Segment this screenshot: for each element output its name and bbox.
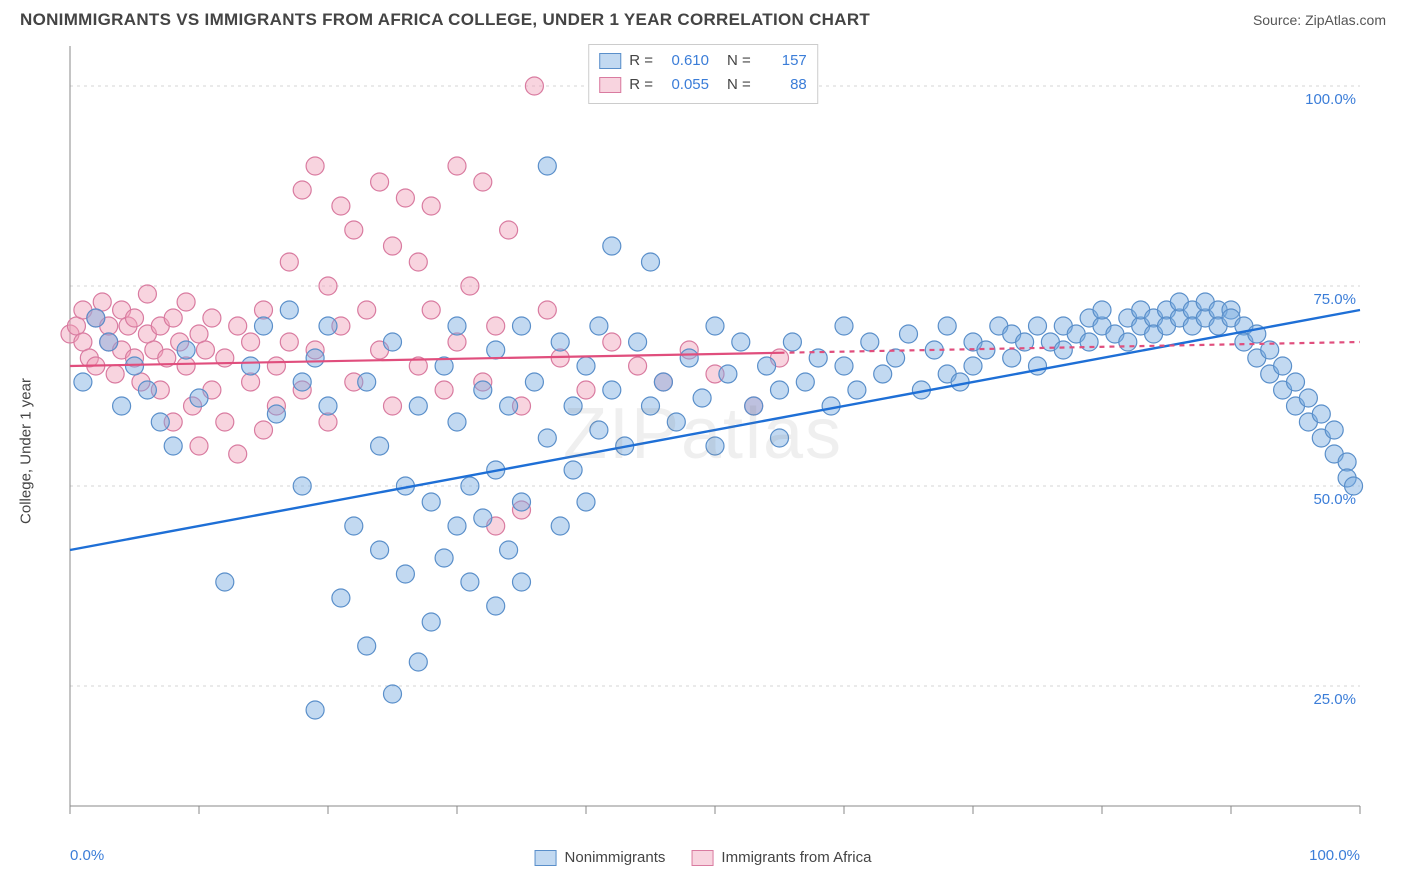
- legend-row: R = 0.610 N = 157: [599, 49, 807, 73]
- legend-r-label: R =: [629, 73, 653, 97]
- scatter-chart: 25.0%50.0%75.0%100.0%: [20, 36, 1386, 866]
- legend-n-value: 88: [759, 73, 807, 97]
- legend-swatch: [535, 850, 557, 866]
- legend-swatch: [599, 77, 621, 93]
- legend-swatch: [691, 850, 713, 866]
- series-legend-item: Immigrants from Africa: [691, 849, 871, 866]
- legend-swatch: [599, 53, 621, 69]
- series-legend-label: Immigrants from Africa: [721, 849, 871, 866]
- chart-title: NONIMMIGRANTS VS IMMIGRANTS FROM AFRICA …: [20, 10, 870, 30]
- source-name: ZipAtlas.com: [1305, 12, 1386, 28]
- y-axis-label: College, Under 1 year: [18, 378, 35, 524]
- correlation-legend: R = 0.610 N = 157 R = 0.055 N = 88: [588, 44, 818, 104]
- legend-n-label: N =: [727, 49, 751, 73]
- series-legend-label: Nonimmigrants: [565, 849, 666, 866]
- legend-r-value: 0.610: [661, 49, 709, 73]
- legend-r-value: 0.055: [661, 73, 709, 97]
- legend-row: R = 0.055 N = 88: [599, 73, 807, 97]
- series-legend-item: Nonimmigrants: [535, 849, 666, 866]
- legend-n-value: 157: [759, 49, 807, 73]
- source-prefix: Source:: [1253, 12, 1305, 28]
- legend-n-label: N =: [727, 73, 751, 97]
- legend-r-label: R =: [629, 49, 653, 73]
- series-legend: Nonimmigrants Immigrants from Africa: [535, 849, 872, 866]
- chart-container: College, Under 1 year ZIPatlas 25.0%50.0…: [20, 36, 1386, 866]
- svg-text:25.0%: 25.0%: [1313, 691, 1356, 708]
- svg-text:75.0%: 75.0%: [1313, 291, 1356, 308]
- source-attribution: Source: ZipAtlas.com: [1253, 12, 1386, 28]
- svg-text:100.0%: 100.0%: [1305, 91, 1356, 108]
